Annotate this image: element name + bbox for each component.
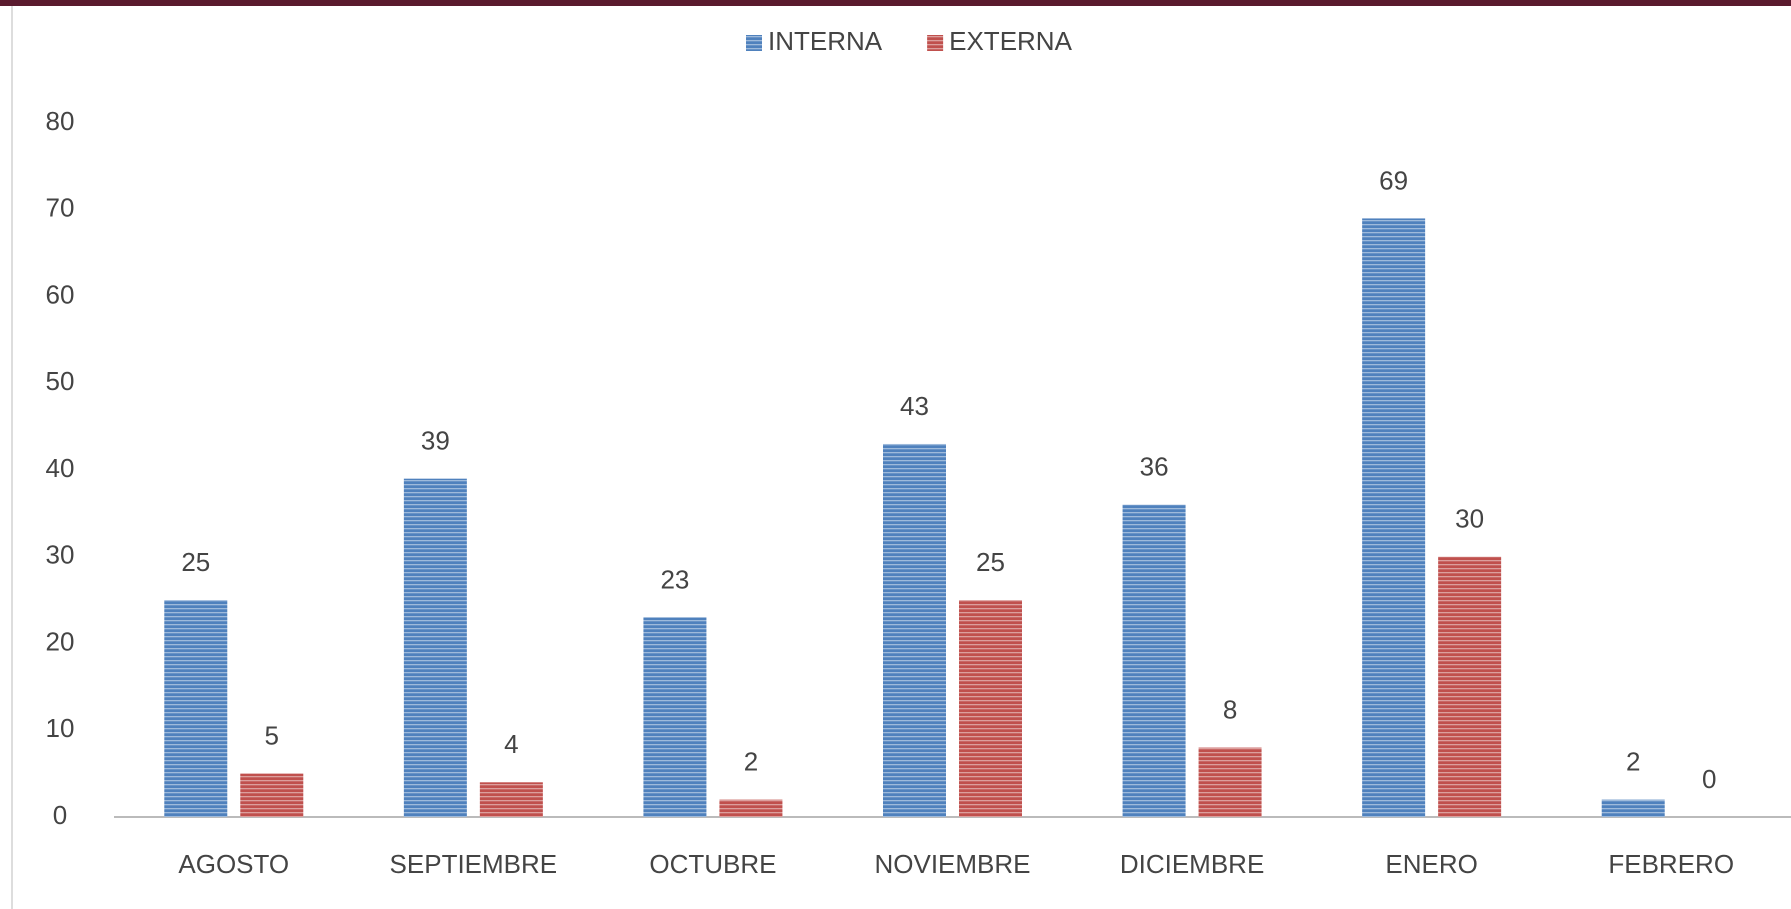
y-tick-label: 60: [46, 279, 75, 309]
y-tick-label: 20: [46, 626, 75, 656]
bar: [479, 782, 543, 817]
bar: [240, 773, 304, 817]
bar: [643, 617, 707, 817]
legend-swatch: [927, 35, 944, 51]
x-tick-label: FEBRERO: [1608, 849, 1734, 879]
bar: [1362, 218, 1426, 818]
data-label: 36: [1140, 452, 1169, 482]
data-label: 25: [976, 547, 1005, 577]
data-label: 0: [1702, 764, 1716, 794]
x-tick-label: AGOSTO: [178, 849, 289, 879]
y-tick-label: 70: [46, 193, 75, 223]
bar: [1198, 747, 1262, 817]
legend-swatch: [746, 35, 762, 51]
y-tick-label: 10: [46, 713, 75, 743]
legend-label: EXTERNA: [949, 26, 1072, 56]
x-tick-label: OCTUBRE: [649, 849, 776, 879]
bar: [1438, 556, 1502, 817]
x-tick-label: ENERO: [1385, 849, 1477, 879]
data-label: 5: [265, 721, 279, 751]
data-label: 39: [421, 426, 450, 456]
bar: [164, 600, 228, 817]
x-tick-label: NOVIEMBRE: [874, 849, 1030, 879]
data-label: 2: [744, 747, 758, 777]
bar: [1601, 799, 1665, 817]
y-tick-label: 30: [46, 540, 75, 570]
data-label: 8: [1223, 694, 1237, 724]
data-label: 25: [181, 547, 210, 577]
top-border: [0, 0, 1791, 6]
y-tick-label: 40: [46, 453, 75, 483]
bar: [883, 443, 946, 817]
data-label: 69: [1379, 165, 1408, 195]
data-label: 4: [504, 729, 518, 759]
data-label: 43: [900, 391, 929, 421]
data-label: 2: [1626, 747, 1640, 777]
bar: [959, 600, 1022, 817]
y-tick-label: 80: [46, 106, 75, 136]
legend-label: INTERNA: [768, 26, 883, 56]
y-tick-label: 0: [53, 800, 67, 830]
x-tick-label: SEPTIEMBRE: [390, 849, 558, 879]
bar: [1122, 504, 1186, 817]
y-tick-label: 50: [46, 366, 75, 396]
bar: [719, 799, 783, 817]
data-label: 23: [660, 564, 689, 594]
x-tick-label: DICIEMBRE: [1120, 849, 1264, 879]
data-label: 30: [1455, 504, 1484, 534]
bar: [403, 478, 467, 817]
